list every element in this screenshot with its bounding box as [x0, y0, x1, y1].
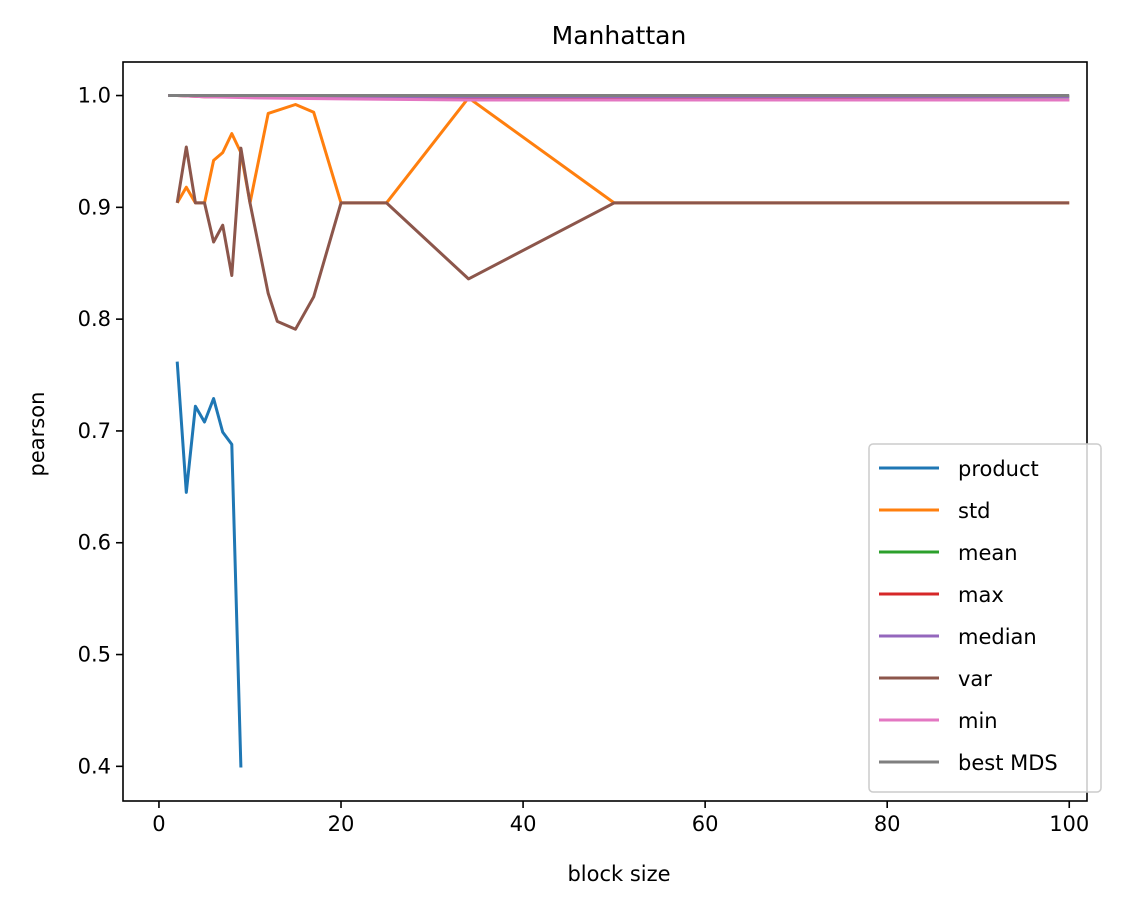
- x-tick-label: 40: [510, 812, 537, 836]
- legend-label: best MDS: [958, 751, 1058, 775]
- series-line-var: [175, 145, 1070, 331]
- legend-label: max: [958, 583, 1004, 607]
- y-tick-label: 0.8: [78, 307, 111, 331]
- legend-label: mean: [958, 541, 1018, 565]
- legend-label: product: [958, 457, 1039, 481]
- x-tick-label: 80: [874, 812, 901, 836]
- y-axis-label: pearson: [25, 392, 49, 477]
- series-line-product: [175, 361, 243, 768]
- x-tick-label: 0: [152, 812, 165, 836]
- y-tick-label: 0.7: [78, 419, 111, 443]
- x-tick-label: 100: [1049, 812, 1089, 836]
- legend-label: var: [958, 667, 992, 691]
- y-tick-label: 0.9: [78, 195, 111, 219]
- legend-box: [868, 443, 1102, 793]
- series-layer: [168, 94, 1070, 768]
- y-tick-label: 1.0: [78, 84, 111, 108]
- x-tick-label: 20: [328, 812, 355, 836]
- legend-label: min: [958, 709, 998, 733]
- x-axis-label: block size: [567, 862, 670, 886]
- legend-label: std: [958, 499, 991, 523]
- x-tick-label: 60: [692, 812, 719, 836]
- chart-title: Manhattan: [552, 21, 687, 50]
- x-axis: 0 20 40 60 80 100: [152, 801, 1089, 836]
- y-tick-label: 0.4: [78, 754, 111, 778]
- y-axis: 0.4 0.5 0.6 0.7 0.8 0.9 1.0: [78, 84, 123, 778]
- y-tick-label: 0.5: [78, 643, 111, 667]
- legend-label: median: [958, 625, 1037, 649]
- legend: product std mean max median var min best MDS: [868, 443, 1102, 793]
- y-tick-label: 0.6: [78, 531, 111, 555]
